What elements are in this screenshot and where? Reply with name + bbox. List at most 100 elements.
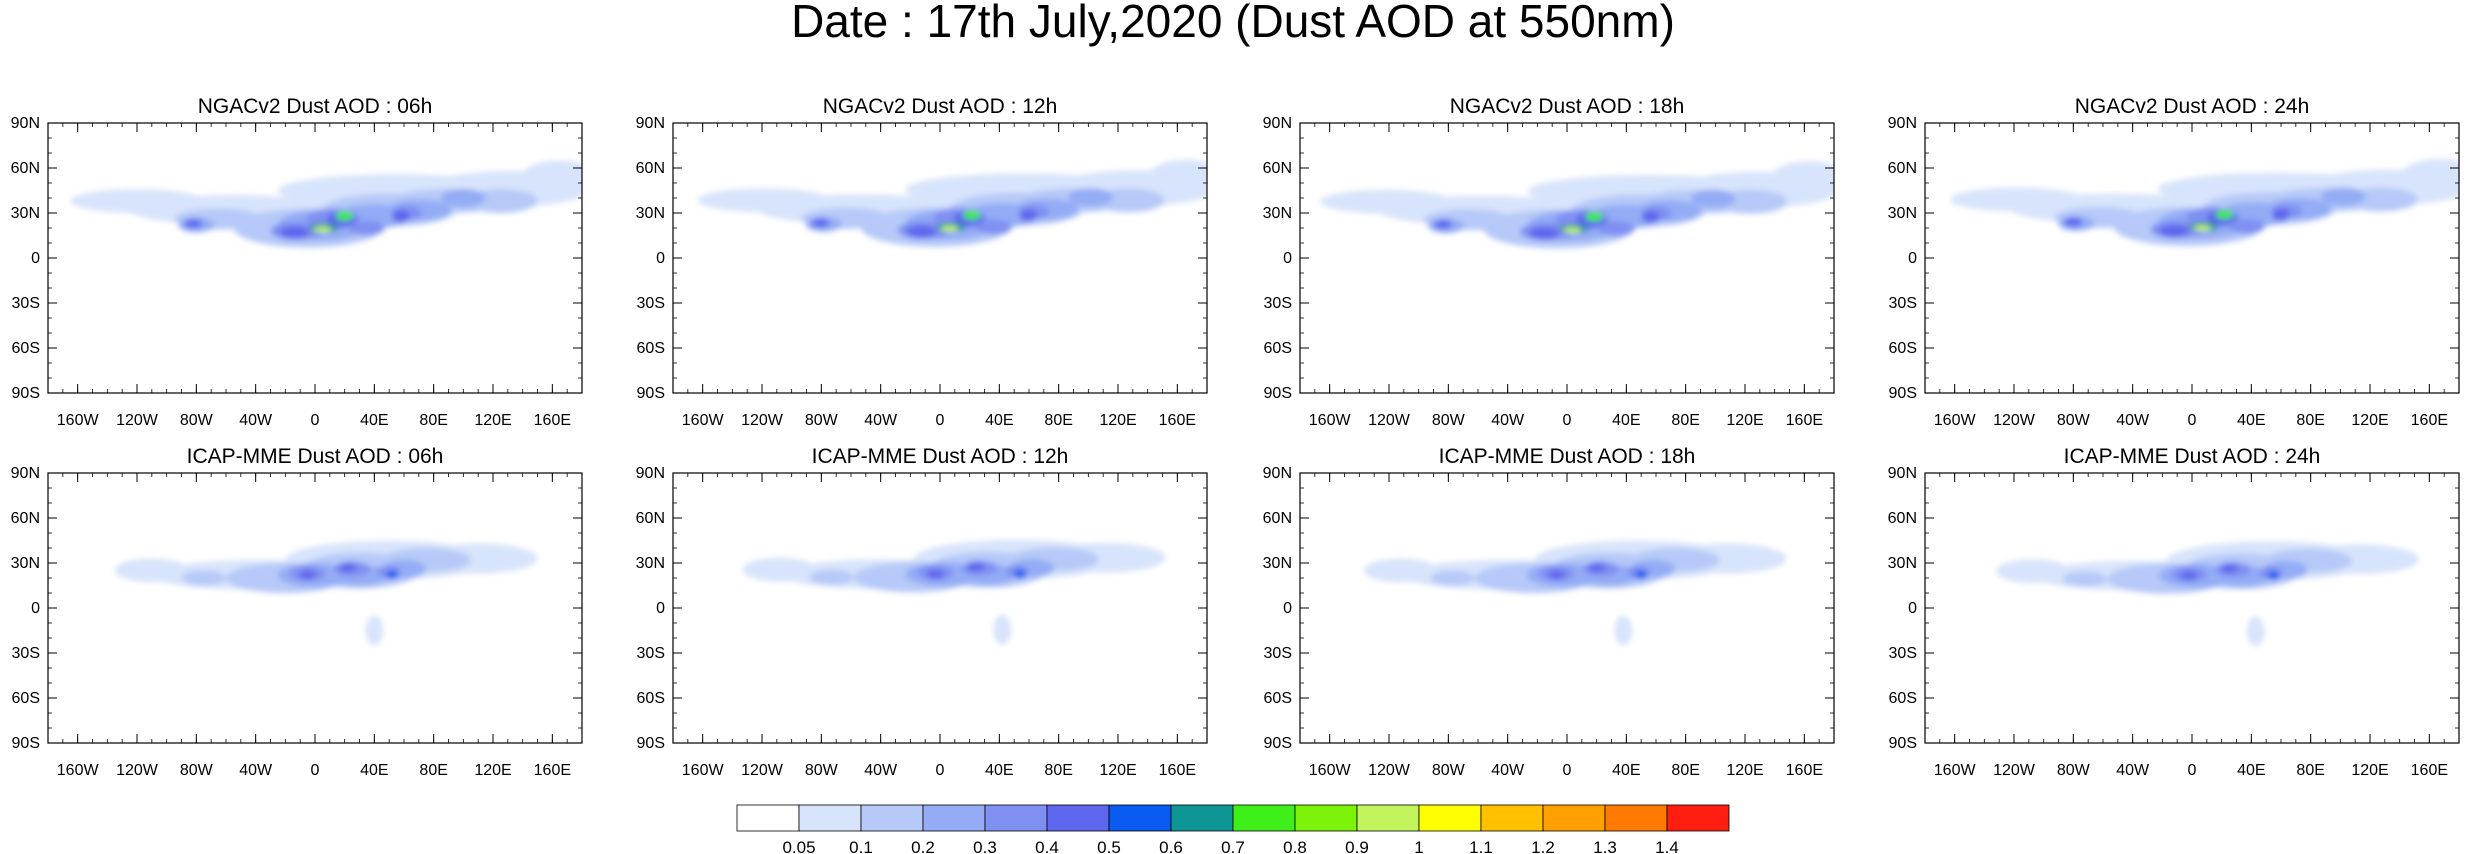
- colorbar-label: 0.1: [849, 838, 873, 854]
- lon-tick-label: 80E: [419, 762, 447, 779]
- lat-tick-label: 90S: [1889, 385, 1917, 402]
- dust-aod-field: [697, 159, 1207, 247]
- lon-tick-label: 40W: [1491, 762, 1525, 779]
- lon-tick-label: 160E: [1159, 762, 1196, 779]
- lat-tick-label: 90N: [636, 465, 665, 482]
- lat-tick-label: 90N: [11, 465, 40, 482]
- colorbar-swatch: [1542, 804, 1606, 832]
- lat-tick-label: 30N: [11, 555, 40, 572]
- panel-title: NGACv2 Dust AOD : 12h: [823, 95, 1058, 118]
- lat-tick-label: 90S: [1264, 385, 1292, 402]
- dust-plume: [2062, 571, 2108, 587]
- dust-plume: [742, 557, 817, 582]
- colorbar-label: 0.4: [1035, 838, 1059, 854]
- dust-aod-field: [1320, 161, 1834, 249]
- map-background: [1925, 473, 2459, 743]
- dust-plume: [2246, 616, 2265, 647]
- lat-tick-label: 90N: [1888, 115, 1917, 132]
- colorbar-label: 0.8: [1283, 838, 1307, 854]
- map-panel: NGACv2 Dust AOD : 18h 160W 120W 80W 40W 0 40E 8…: [1263, 95, 1835, 429]
- dust-plume: [1690, 189, 1736, 208]
- lon-tick-label: 40W: [239, 412, 273, 429]
- colorbar-swatch: [1666, 804, 1730, 832]
- lat-tick-label: 60N: [1263, 160, 1292, 177]
- lon-tick-label: 40W: [864, 762, 898, 779]
- lat-tick-label: 90N: [1263, 465, 1292, 482]
- dust-plume: [335, 211, 354, 221]
- lat-tick-label: 30S: [1264, 295, 1292, 312]
- lat-tick-label: 30N: [11, 205, 40, 222]
- map-background: [48, 473, 582, 743]
- lat-tick-label: 90S: [12, 385, 40, 402]
- dust-plume: [181, 570, 226, 586]
- lat-tick-label: 60N: [11, 510, 40, 527]
- lon-tick-label: 160W: [1934, 762, 1977, 779]
- map-panel: ICAP-MME Dust AOD : 18h 160W 120W 80W 40W 0 40…: [1263, 445, 1835, 779]
- colorbar-swatch: [1170, 804, 1234, 832]
- lon-tick-label: 80W: [805, 412, 839, 429]
- map-panel: ICAP-MME Dust AOD : 12h 160W 120W 80W 40W 0 40…: [636, 445, 1208, 779]
- dust-aod-field: [70, 160, 582, 248]
- colorbar-swatch: [984, 804, 1048, 832]
- lat-tick-label: 30N: [636, 205, 665, 222]
- lat-tick-label: 30S: [637, 295, 665, 312]
- map-panels: NGACv2 Dust AOD : 06h 160W 120W 80W 40W 0 40E 8…: [11, 95, 2460, 779]
- lat-tick-label: 90N: [1263, 115, 1292, 132]
- colorbar-swatch: [1480, 804, 1544, 832]
- dust-plume: [1363, 558, 1438, 583]
- dust-plume: [1430, 570, 1476, 586]
- lon-tick-label: 160E: [2411, 762, 2448, 779]
- map-panel: NGACv2 Dust AOD : 24h 160W 120W 80W 40W 0 40E 8…: [1888, 95, 2460, 429]
- lat-tick-label: 60N: [1888, 510, 1917, 527]
- lon-tick-label: 120W: [1993, 412, 2036, 429]
- lon-tick-label: 0: [936, 412, 945, 429]
- lon-tick-label: 80E: [419, 412, 447, 429]
- map-background: [1300, 473, 1834, 743]
- lon-tick-label: 80E: [2296, 762, 2324, 779]
- lon-tick-label: 40E: [360, 762, 388, 779]
- dust-plume: [70, 189, 204, 213]
- lon-tick-label: 80W: [180, 412, 214, 429]
- lon-tick-label: 80E: [1044, 762, 1072, 779]
- lon-tick-label: 40W: [864, 412, 898, 429]
- lon-tick-label: 160W: [1934, 412, 1977, 429]
- dust-plume: [1547, 570, 1566, 580]
- lon-tick-label: 80W: [805, 762, 839, 779]
- dust-plume: [940, 225, 959, 232]
- lon-tick-label: 160E: [534, 412, 571, 429]
- lat-tick-label: 30N: [1263, 205, 1292, 222]
- lon-tick-label: 160E: [1786, 412, 1823, 429]
- lon-tick-label: 120W: [1993, 762, 2036, 779]
- lon-tick-label: 160W: [57, 762, 100, 779]
- lat-tick-label: 60S: [1264, 340, 1292, 357]
- colorbar-swatch: [922, 804, 986, 832]
- lon-tick-label: 120E: [474, 762, 511, 779]
- dust-plume: [2321, 187, 2366, 206]
- lon-tick-label: 0: [2188, 762, 2197, 779]
- lat-tick-label: 30S: [1889, 295, 1917, 312]
- lat-tick-label: 30S: [1889, 645, 1917, 662]
- lon-tick-label: 40E: [2237, 762, 2265, 779]
- colorbar-label: 1.2: [1531, 838, 1555, 854]
- lon-tick-label: 0: [311, 762, 320, 779]
- lat-tick-label: 60S: [1889, 690, 1917, 707]
- panel-title: ICAP-MME Dust AOD : 18h: [1439, 445, 1696, 468]
- lon-tick-label: 160E: [534, 762, 571, 779]
- lat-tick-label: 0: [1908, 600, 1917, 617]
- dust-plume: [2180, 571, 2198, 581]
- dust-plume: [441, 189, 486, 207]
- dust-plume: [1320, 189, 1454, 214]
- lon-tick-label: 120E: [1726, 412, 1763, 429]
- lat-tick-label: 0: [31, 250, 40, 267]
- lat-tick-label: 90S: [12, 735, 40, 752]
- dust-plume: [1068, 188, 1113, 207]
- panel-title: NGACv2 Dust AOD : 06h: [198, 95, 433, 118]
- lon-tick-label: 120W: [741, 762, 784, 779]
- colorbar-swatch: [798, 804, 862, 832]
- lat-tick-label: 30N: [636, 555, 665, 572]
- dust-plume: [1614, 615, 1633, 646]
- lat-tick-label: 90S: [637, 385, 665, 402]
- lon-tick-label: 120W: [116, 762, 159, 779]
- dust-plume: [811, 218, 830, 228]
- lon-tick-label: 40E: [985, 762, 1013, 779]
